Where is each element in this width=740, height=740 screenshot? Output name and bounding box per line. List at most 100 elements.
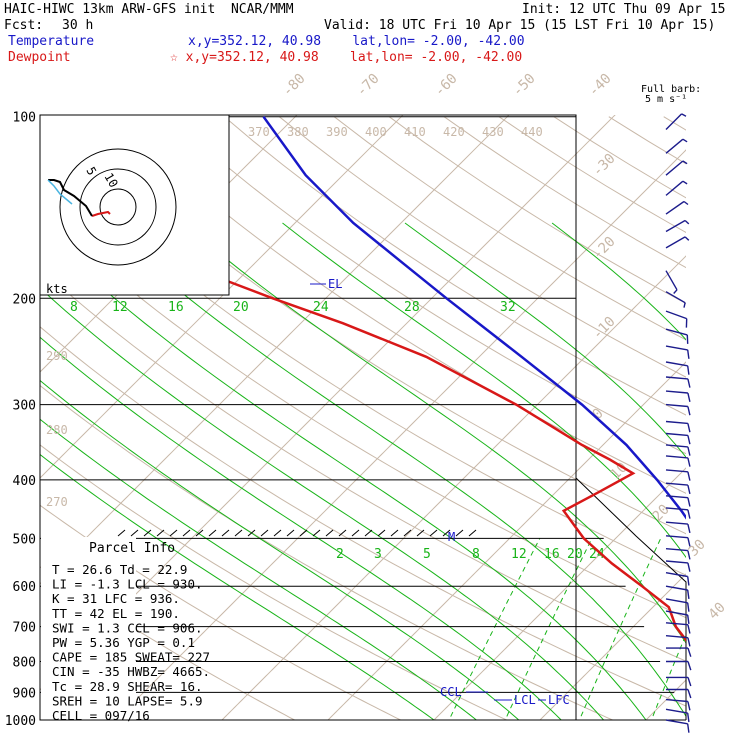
- pressure-label: 200: [13, 292, 36, 307]
- valid-time: Valid: 18 UTC Fri 10 Apr 15 (15 LST Fri …: [324, 18, 716, 33]
- wind-barb: [665, 622, 691, 634]
- wind-barb-shaft: [665, 635, 688, 639]
- wind-barb: [665, 708, 690, 723]
- wind-barb: [665, 560, 691, 572]
- hatch-mark: [299, 529, 308, 537]
- wind-barb: [665, 455, 691, 467]
- theta-label: 270: [46, 495, 68, 509]
- moist-adiabat-line: [40, 287, 604, 720]
- wind-barb-feather: [687, 457, 691, 467]
- wind-barb-feather: [687, 701, 691, 711]
- dry-adiabat-line: [40, 268, 686, 662]
- hatch-mark: [208, 529, 217, 537]
- theta-label: 390: [326, 125, 348, 139]
- ccl-label: CCL: [440, 685, 462, 699]
- wind-barb: [665, 507, 691, 519]
- wind-barb: [666, 647, 692, 657]
- wind-barb-feather: [687, 661, 692, 671]
- hatch-mark: [312, 529, 321, 537]
- wind-barb: [665, 548, 691, 560]
- hatch-mark: [403, 529, 412, 537]
- wind-barb-feather: [687, 647, 692, 657]
- isotherm-label: -70: [354, 71, 383, 100]
- isotherm-line: [327, 361, 686, 720]
- wind-barb-shaft: [665, 180, 684, 196]
- wind-barb-shaft: [665, 160, 684, 176]
- hatch-mark: [325, 529, 334, 537]
- hatch-mark: [234, 529, 243, 537]
- dry-adiabat-line: [40, 384, 614, 720]
- moist-adiabat-line: [282, 222, 686, 559]
- wind-barb-shaft: [665, 469, 688, 473]
- moist-adiabat-line: [551, 222, 686, 341]
- wind-barb: [665, 310, 688, 328]
- barb-legend: Full barb:: [641, 84, 702, 95]
- wind-barb: [665, 521, 691, 534]
- wind-barb-shaft: [665, 444, 688, 448]
- wind-barb: [665, 635, 691, 647]
- mixing-ratio-label: 3: [374, 547, 382, 562]
- wind-barb: [665, 698, 691, 711]
- moist-adiabat-line: [99, 222, 686, 718]
- dry-adiabat-line: [169, 116, 686, 455]
- dewpoint-profile: [108, 116, 686, 642]
- theta-label: 410: [404, 125, 426, 139]
- wind-barb-shaft: [665, 482, 688, 486]
- wind-barb-feather: [687, 562, 691, 572]
- wind-barb: [665, 361, 690, 375]
- wind-barb: [665, 160, 688, 176]
- hatch-mark: [260, 529, 269, 537]
- wind-barb-feather: [682, 138, 688, 143]
- wind-barb: [665, 432, 691, 445]
- isotherm-label: 20: [650, 502, 673, 525]
- theta-label: 430: [482, 125, 504, 139]
- wind-barb-feather: [687, 550, 691, 560]
- theta-label: 280: [46, 423, 68, 437]
- wind-barb: [665, 270, 678, 294]
- wind-barb-feather: [687, 576, 690, 586]
- hodograph-ring: [59, 148, 177, 266]
- hatch-mark: [169, 529, 178, 537]
- wind-barb-shaft: [665, 432, 688, 437]
- dry-adiabat-line: [40, 444, 508, 720]
- mixing-ratio-label: 12: [511, 547, 527, 562]
- mixing-ratio-label: 20: [567, 547, 583, 562]
- hatch-mark: [182, 529, 191, 537]
- wind-barb-feather: [687, 537, 691, 547]
- dry-adiabat-line: [59, 116, 686, 535]
- pressure-label: 1000: [5, 714, 36, 729]
- wind-barb: [665, 113, 687, 130]
- dry-adiabat-line: [40, 152, 686, 576]
- wind-barb-shaft: [665, 610, 688, 616]
- wind-barb-feather: [682, 160, 688, 165]
- dry-adiabat-line: [663, 116, 686, 131]
- isotherm-line: [433, 467, 686, 720]
- wind-barb-feather: [687, 435, 691, 445]
- wind-barb-feather: [682, 180, 688, 185]
- isotherm-label: -20: [590, 234, 619, 263]
- isotherm-line: [539, 573, 686, 720]
- wind-barb-feather: [687, 589, 690, 599]
- hodograph-trace-high: [47, 179, 73, 205]
- mixing-ratio-line: [712, 538, 740, 732]
- wind-barb-feather: [687, 677, 692, 687]
- wind-barb-feather: [687, 349, 690, 359]
- wind-barb-feather: [687, 365, 690, 375]
- wind-barb-feather: [687, 689, 692, 699]
- wind-barb: [665, 345, 690, 359]
- wind-barb-shaft: [665, 328, 688, 336]
- dry-adiabat-line: [553, 116, 686, 199]
- wind-barb: [665, 610, 690, 624]
- hatch-mark: [429, 529, 438, 537]
- pressure-label: 100: [13, 111, 36, 126]
- pressure-label: 600: [13, 580, 36, 595]
- hatch-mark: [364, 529, 373, 537]
- hatch-mark: [468, 529, 477, 537]
- wind-barb: [665, 585, 690, 599]
- theta-label: 440: [521, 125, 543, 139]
- hatch-mark: [416, 529, 425, 537]
- init-time: Init: 12 UTC Thu 09 Apr 15: [522, 2, 726, 17]
- wind-barb: [665, 138, 688, 154]
- hodograph-axis-label: kts: [46, 282, 68, 296]
- hatch-mark: [351, 529, 360, 537]
